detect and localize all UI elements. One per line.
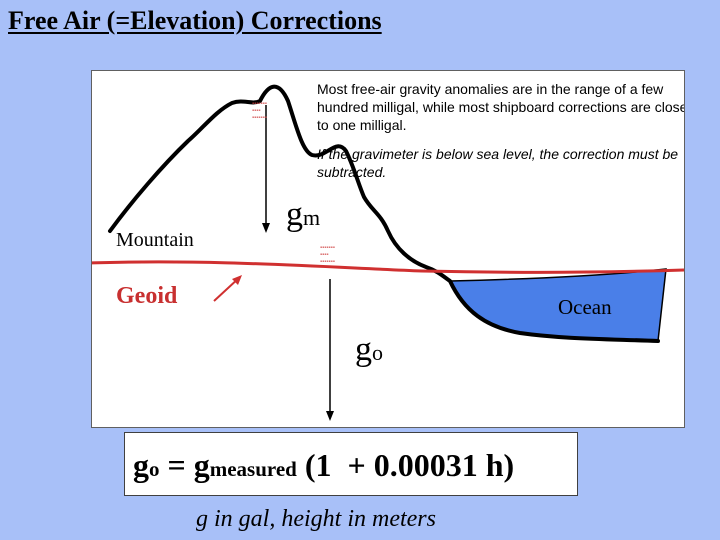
label-g-o: go bbox=[355, 333, 383, 370]
diagram-graphic bbox=[92, 84, 684, 421]
label-mountain: Mountain bbox=[116, 229, 194, 251]
watermark-stamp-middle: ▪▪▪▪▪▪▪ ▪▪▪▪ ▪▪▪▪▪▪▪ bbox=[320, 245, 335, 265]
g-o-subscript: o bbox=[372, 340, 383, 365]
diagram-panel: ▪▪▪▪▪▪▪ ▪▪▪▪ ▪▪▪▪▪▪▪ ▪▪▪▪▪▪▪ ▪▪▪▪ ▪▪▪▪▪▪▪ Mo… bbox=[91, 70, 685, 428]
formula-rhs-main: g bbox=[193, 447, 210, 483]
formula-lhs-subscript: o bbox=[149, 457, 160, 481]
g-m-main: g bbox=[286, 196, 303, 233]
geoid-pointer-arrowhead bbox=[232, 275, 242, 285]
formula-caption: g in gal, height in meters bbox=[196, 506, 436, 532]
label-geoid: Geoid bbox=[116, 283, 178, 309]
formula-rhs-subscript: measured bbox=[209, 457, 297, 481]
formula-lhs-main: g bbox=[133, 447, 149, 483]
formula-rhs-tail: (1 + 0.00031 h) bbox=[296, 447, 515, 483]
note-below-sea-level: If the gravimeter is below sea level, th… bbox=[317, 146, 679, 180]
g-o-main: g bbox=[355, 331, 372, 368]
g-o-arrowhead bbox=[326, 411, 334, 421]
formula-box: go = gmeasured (1 + 0.00031 h) bbox=[124, 432, 578, 496]
formula-equals: = bbox=[159, 447, 194, 483]
g-m-subscript: m bbox=[303, 205, 321, 230]
watermark-stamp-top: ▪▪▪▪▪▪▪ ▪▪▪▪ ▪▪▪▪▪▪▪ bbox=[252, 101, 267, 121]
page-title: Free Air (=Elevation) Corrections bbox=[8, 6, 382, 35]
geoid-line bbox=[92, 260, 684, 274]
g-m-arrowhead bbox=[262, 223, 270, 233]
note-anomaly-range: Most free-air gravity anomalies are in t… bbox=[317, 81, 685, 133]
terrain-profile bbox=[108, 84, 660, 343]
label-ocean: Ocean bbox=[558, 295, 612, 319]
label-g-m: gm bbox=[286, 198, 320, 235]
